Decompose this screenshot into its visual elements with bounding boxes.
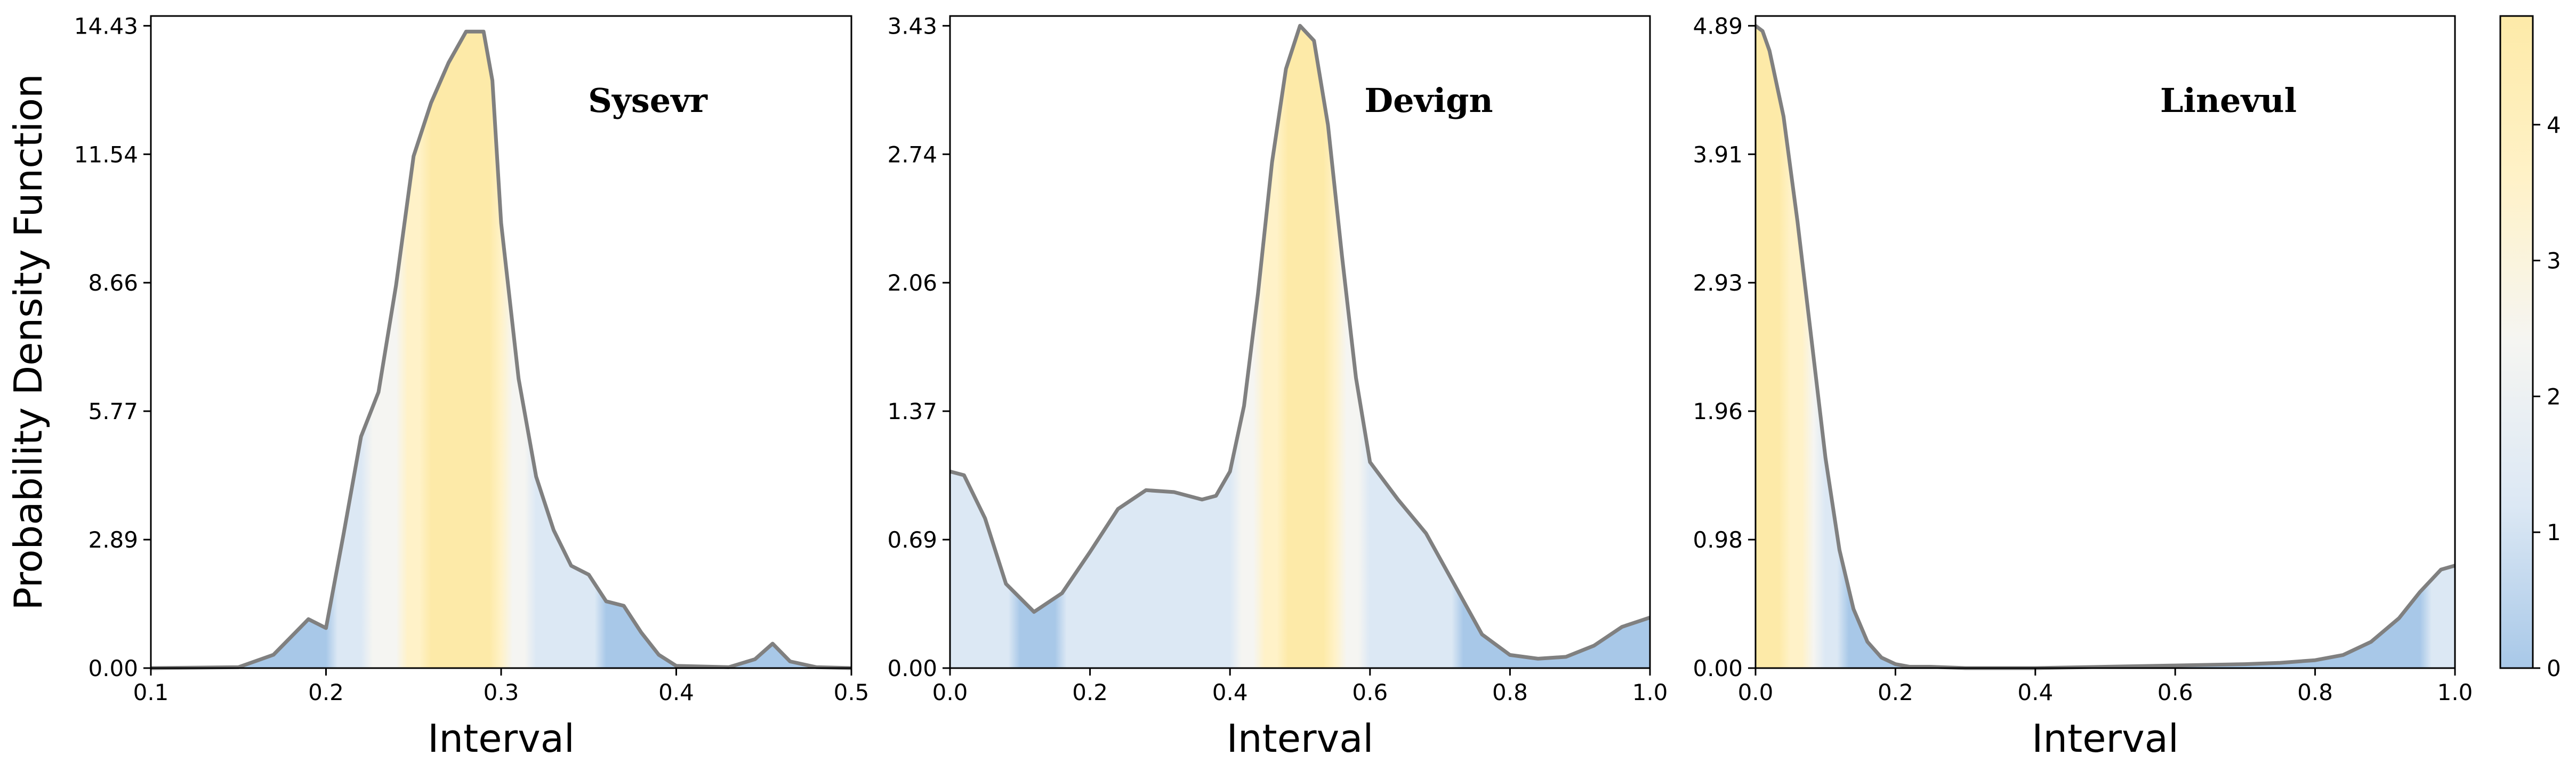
x-tick-label: 0.5 — [834, 679, 870, 705]
y-tick-label: 2.89 — [88, 527, 138, 553]
x-tick-label: 0.1 — [133, 679, 169, 705]
density-area — [1756, 26, 2455, 668]
x-tick-label: 0.0 — [1738, 679, 1774, 705]
density-line — [150, 29, 852, 670]
colorbar: 0 1 2 3 4 — [2499, 15, 2561, 681]
y-tick-label: 1.37 — [887, 398, 937, 424]
y-axis-title: Probability Density Function — [6, 74, 51, 610]
y-tick-label: 0.00 — [1693, 655, 1743, 681]
x-tick-label: 1.0 — [2437, 679, 2473, 705]
panel-title: Linevul — [2160, 81, 2297, 120]
panel-title: Devign — [1364, 81, 1493, 120]
density-line — [1754, 24, 2456, 670]
x-tick-label: 0.8 — [2297, 679, 2333, 705]
x-axis-title: Interval — [2032, 716, 2179, 761]
axes-frame — [949, 15, 1651, 669]
density-area — [151, 31, 851, 669]
y-tick-label: 11.54 — [74, 141, 138, 167]
colorbar-tick-label: 2 — [2547, 383, 2561, 409]
x-tick-label: 0.3 — [484, 679, 519, 705]
x-tick-label: 0.4 — [2017, 679, 2053, 705]
panel-sysevr: 0.1 0.2 0.3 0.4 0.5 0.00 2.89 5.77 8.66 11.54 14.4… — [74, 13, 870, 761]
colorbar-tick-label: 0 — [2547, 655, 2561, 681]
x-tick-label: 0.2 — [1878, 679, 1913, 705]
y-tick-label: 3.43 — [887, 13, 937, 39]
y-tick-label: 5.77 — [88, 398, 138, 424]
x-axis-title: Interval — [428, 716, 575, 761]
x-tick-label: 0.0 — [932, 679, 968, 705]
colorbar-scale — [2499, 15, 2534, 669]
x-tick-label: 0.6 — [1352, 679, 1388, 705]
panel-linevul: 0.0 0.2 0.4 0.6 0.8 1.0 0.00 0.98 1.96 2.93 3.91 4.… — [1693, 13, 2473, 761]
y-tick-label: 2.93 — [1693, 270, 1743, 296]
y-tick-label: 2.06 — [887, 270, 937, 296]
y-tick-label: 0.69 — [887, 527, 937, 553]
x-tick-label: 0.8 — [1492, 679, 1528, 705]
density-area — [950, 26, 1650, 668]
colorbar-tick-label: 4 — [2547, 112, 2561, 138]
y-tick-label: 0.00 — [887, 655, 937, 681]
y-tick-label: 0.98 — [1693, 527, 1743, 553]
x-tick-label: 0.2 — [308, 679, 344, 705]
y-tick-label: 14.43 — [74, 13, 138, 39]
y-tick-label: 3.91 — [1693, 141, 1743, 167]
x-axis-title: Interval — [1227, 716, 1374, 761]
axes-frame — [1754, 15, 2456, 669]
x-tick-label: 0.2 — [1072, 679, 1108, 705]
colorbar-tick-label: 3 — [2547, 248, 2561, 274]
y-tick-label: 0.00 — [88, 655, 138, 681]
y-tick-label: 1.96 — [1693, 398, 1743, 424]
colorbar-tick-label: 1 — [2547, 519, 2561, 545]
density-line — [949, 23, 1651, 661]
panel-devign: 0.0 0.2 0.4 0.6 0.8 1.0 0.00 0.69 1.37 2.06 2.74 3.… — [887, 13, 1668, 761]
x-tick-label: 0.4 — [1212, 679, 1248, 705]
y-tick-label: 4.89 — [1693, 13, 1743, 39]
y-tick-label: 2.74 — [887, 141, 937, 167]
x-tick-label: 1.0 — [1632, 679, 1668, 705]
x-tick-label: 0.6 — [2158, 679, 2193, 705]
y-tick-label: 8.66 — [88, 270, 138, 296]
panel-title: Sysevr — [588, 81, 708, 120]
x-tick-label: 0.4 — [658, 679, 694, 705]
